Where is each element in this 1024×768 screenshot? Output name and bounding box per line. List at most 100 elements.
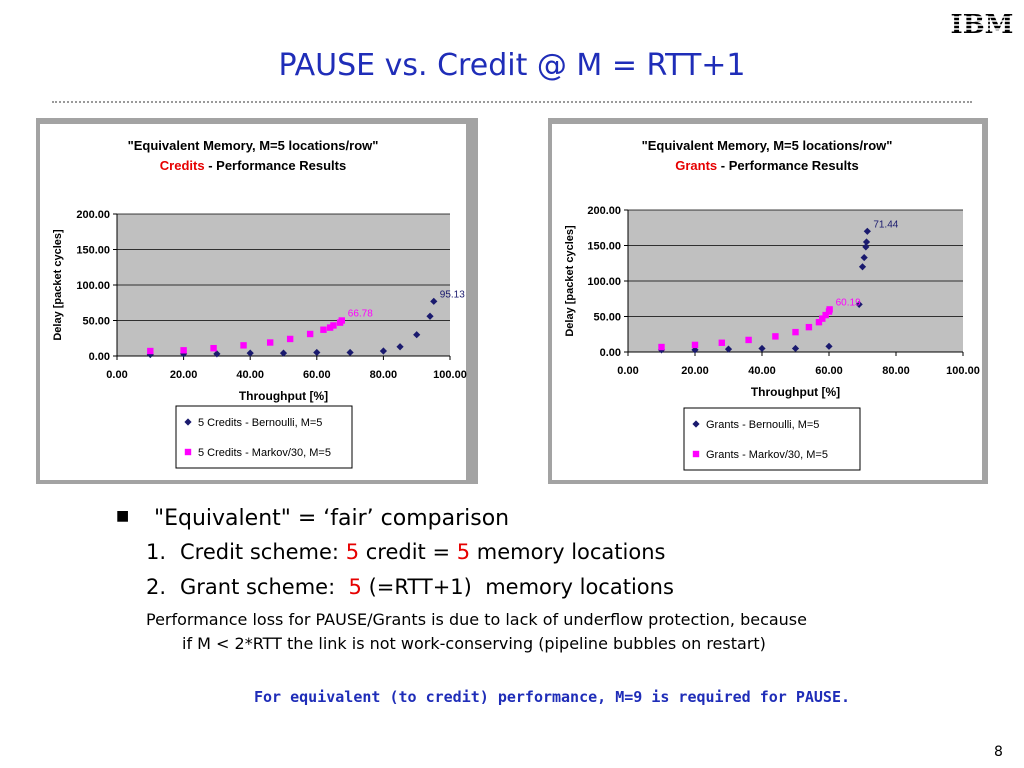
data-point: [791, 344, 800, 353]
x-tick-label: 0.00: [617, 365, 638, 377]
bullet-text: "Equivalent" = ‘fair’ comparison: [154, 506, 510, 531]
data-point: [266, 339, 274, 346]
legend-marker: [692, 420, 700, 428]
page-number: 8: [994, 744, 1003, 760]
y-tick-label: 150.00: [587, 241, 621, 253]
list-value-red: 5: [348, 575, 362, 599]
y-tick-label: 100.00: [587, 276, 621, 288]
x-tick-label: 40.00: [748, 365, 776, 377]
chart-subtitle: Credits - Performance Results: [160, 158, 346, 173]
legend-box: [683, 407, 861, 471]
x-tick-label: 40.00: [236, 369, 264, 381]
data-point: [213, 350, 221, 358]
chart-credits: "Equivalent Memory, M=5 locations/row" Cr…: [40, 124, 467, 480]
data-point: [819, 315, 826, 322]
data-point: [691, 341, 699, 349]
chart-panel-credits: "Equivalent Memory, M=5 locations/row" Cr…: [36, 118, 478, 484]
chart-title: "Equivalent Memory, M=5 locations/row": [128, 138, 379, 153]
list-item-grant: 2. Grant scheme: 5 (=RTT+1) memory locati…: [146, 575, 674, 599]
data-point: [306, 330, 314, 338]
data-point: [338, 317, 345, 324]
chart-subtitle-emphasis: Credits: [160, 158, 205, 173]
data-point: [147, 347, 154, 355]
data-point: [426, 312, 434, 320]
conclusion-note: For equivalent (to credit) performance, …: [253, 688, 851, 706]
data-point: [346, 348, 354, 357]
list-number: 1.: [146, 540, 167, 564]
data-point: [826, 306, 833, 313]
data-point: [745, 336, 752, 344]
data-point: [860, 253, 868, 262]
legend-entry: 5 Credits - Markov/30, M=5: [198, 447, 331, 459]
list-text-post: memory locations: [470, 540, 666, 564]
data-point: [758, 344, 766, 353]
legend-entry: Grants - Markov/30, M=5: [706, 449, 828, 461]
list-text-pre: Credit scheme:: [180, 540, 346, 564]
chart-grants: "Equivalent Memory, M=5 locations/row" Gr…: [552, 124, 982, 480]
data-point: [313, 348, 321, 357]
y-tick-label: 0.00: [600, 347, 621, 359]
data-point: [180, 347, 187, 354]
x-tick-label: 20.00: [170, 369, 198, 381]
y-tick-label: 200.00: [587, 205, 621, 217]
data-point: [863, 227, 871, 235]
list-text-pre: Grant scheme:: [180, 575, 349, 599]
chart-subtitle-rest: - Performance Results: [205, 158, 347, 173]
data-label: 66.78: [348, 309, 373, 320]
list-value-red: 5: [456, 540, 471, 564]
y-tick-label: 0.00: [89, 351, 110, 363]
legend-entry: Grants - Bernoulli, M=5: [706, 419, 819, 431]
y-tick-label: 150.00: [76, 245, 110, 257]
data-point: [379, 347, 387, 355]
data-point: [805, 323, 813, 331]
x-tick-label: 100.00: [433, 369, 467, 381]
data-point: [815, 318, 823, 326]
legend-marker: [184, 448, 192, 456]
data-point: [825, 342, 833, 350]
legend-marker: [184, 418, 192, 426]
data-point: [858, 263, 867, 271]
performance-note: Performance loss for PAUSE/Grants is due…: [146, 608, 946, 656]
x-axis-label: Throughput [%]: [751, 385, 840, 399]
data-point: [772, 333, 779, 340]
chart-subtitle-rest: - Performance Results: [717, 158, 859, 173]
x-tick-label: 60.00: [815, 365, 843, 377]
y-tick-label: 50.00: [82, 316, 110, 328]
x-tick-label: 100.00: [946, 365, 980, 377]
data-point: [210, 344, 217, 352]
data-point: [855, 300, 863, 309]
y-axis-label: Delay [packet cycles]: [52, 229, 64, 341]
data-label: 60.19: [836, 297, 861, 308]
data-point: [279, 349, 288, 357]
y-tick-label: 200.00: [76, 209, 110, 221]
title-divider: [52, 101, 972, 103]
data-point: [413, 331, 421, 339]
legend-marker: [692, 450, 700, 458]
slide-title: PAUSE vs. Credit @ M = RTT+1: [278, 48, 746, 83]
chart-panel-grants: "Equivalent Memory, M=5 locations/row" Gr…: [548, 118, 988, 484]
note-line-1: Performance loss for PAUSE/Grants is due…: [146, 610, 807, 629]
y-axis-label: Delay [packet cycles]: [564, 225, 576, 337]
note-line-2: if M < 2*RTT the link is not work-conser…: [182, 634, 766, 653]
x-axis-label: Throughput [%]: [239, 389, 328, 403]
square-bullet-icon: ■: [116, 508, 130, 524]
data-point: [326, 324, 334, 331]
x-tick-label: 80.00: [882, 365, 910, 377]
x-tick-label: 80.00: [370, 369, 398, 381]
list-item-credit: 1. Credit scheme: 5 credit = 5 memory loc…: [146, 540, 665, 564]
data-point: [792, 328, 799, 336]
chart-subtitle-emphasis: Grants: [675, 158, 717, 173]
legend-entry: 5 Credits - Bernoulli, M=5: [198, 417, 322, 429]
data-point: [240, 342, 247, 349]
data-point: [286, 335, 294, 343]
data-label: 95.13: [440, 289, 465, 300]
data-point: [658, 343, 665, 351]
legend-box: [175, 405, 353, 469]
x-tick-label: 20.00: [681, 365, 709, 377]
x-tick-label: 0.00: [106, 369, 127, 381]
chart-subtitle: Grants - Performance Results: [675, 158, 859, 173]
data-point: [862, 243, 870, 251]
data-point: [862, 238, 871, 246]
chart-title: "Equivalent Memory, M=5 locations/row": [642, 138, 893, 153]
